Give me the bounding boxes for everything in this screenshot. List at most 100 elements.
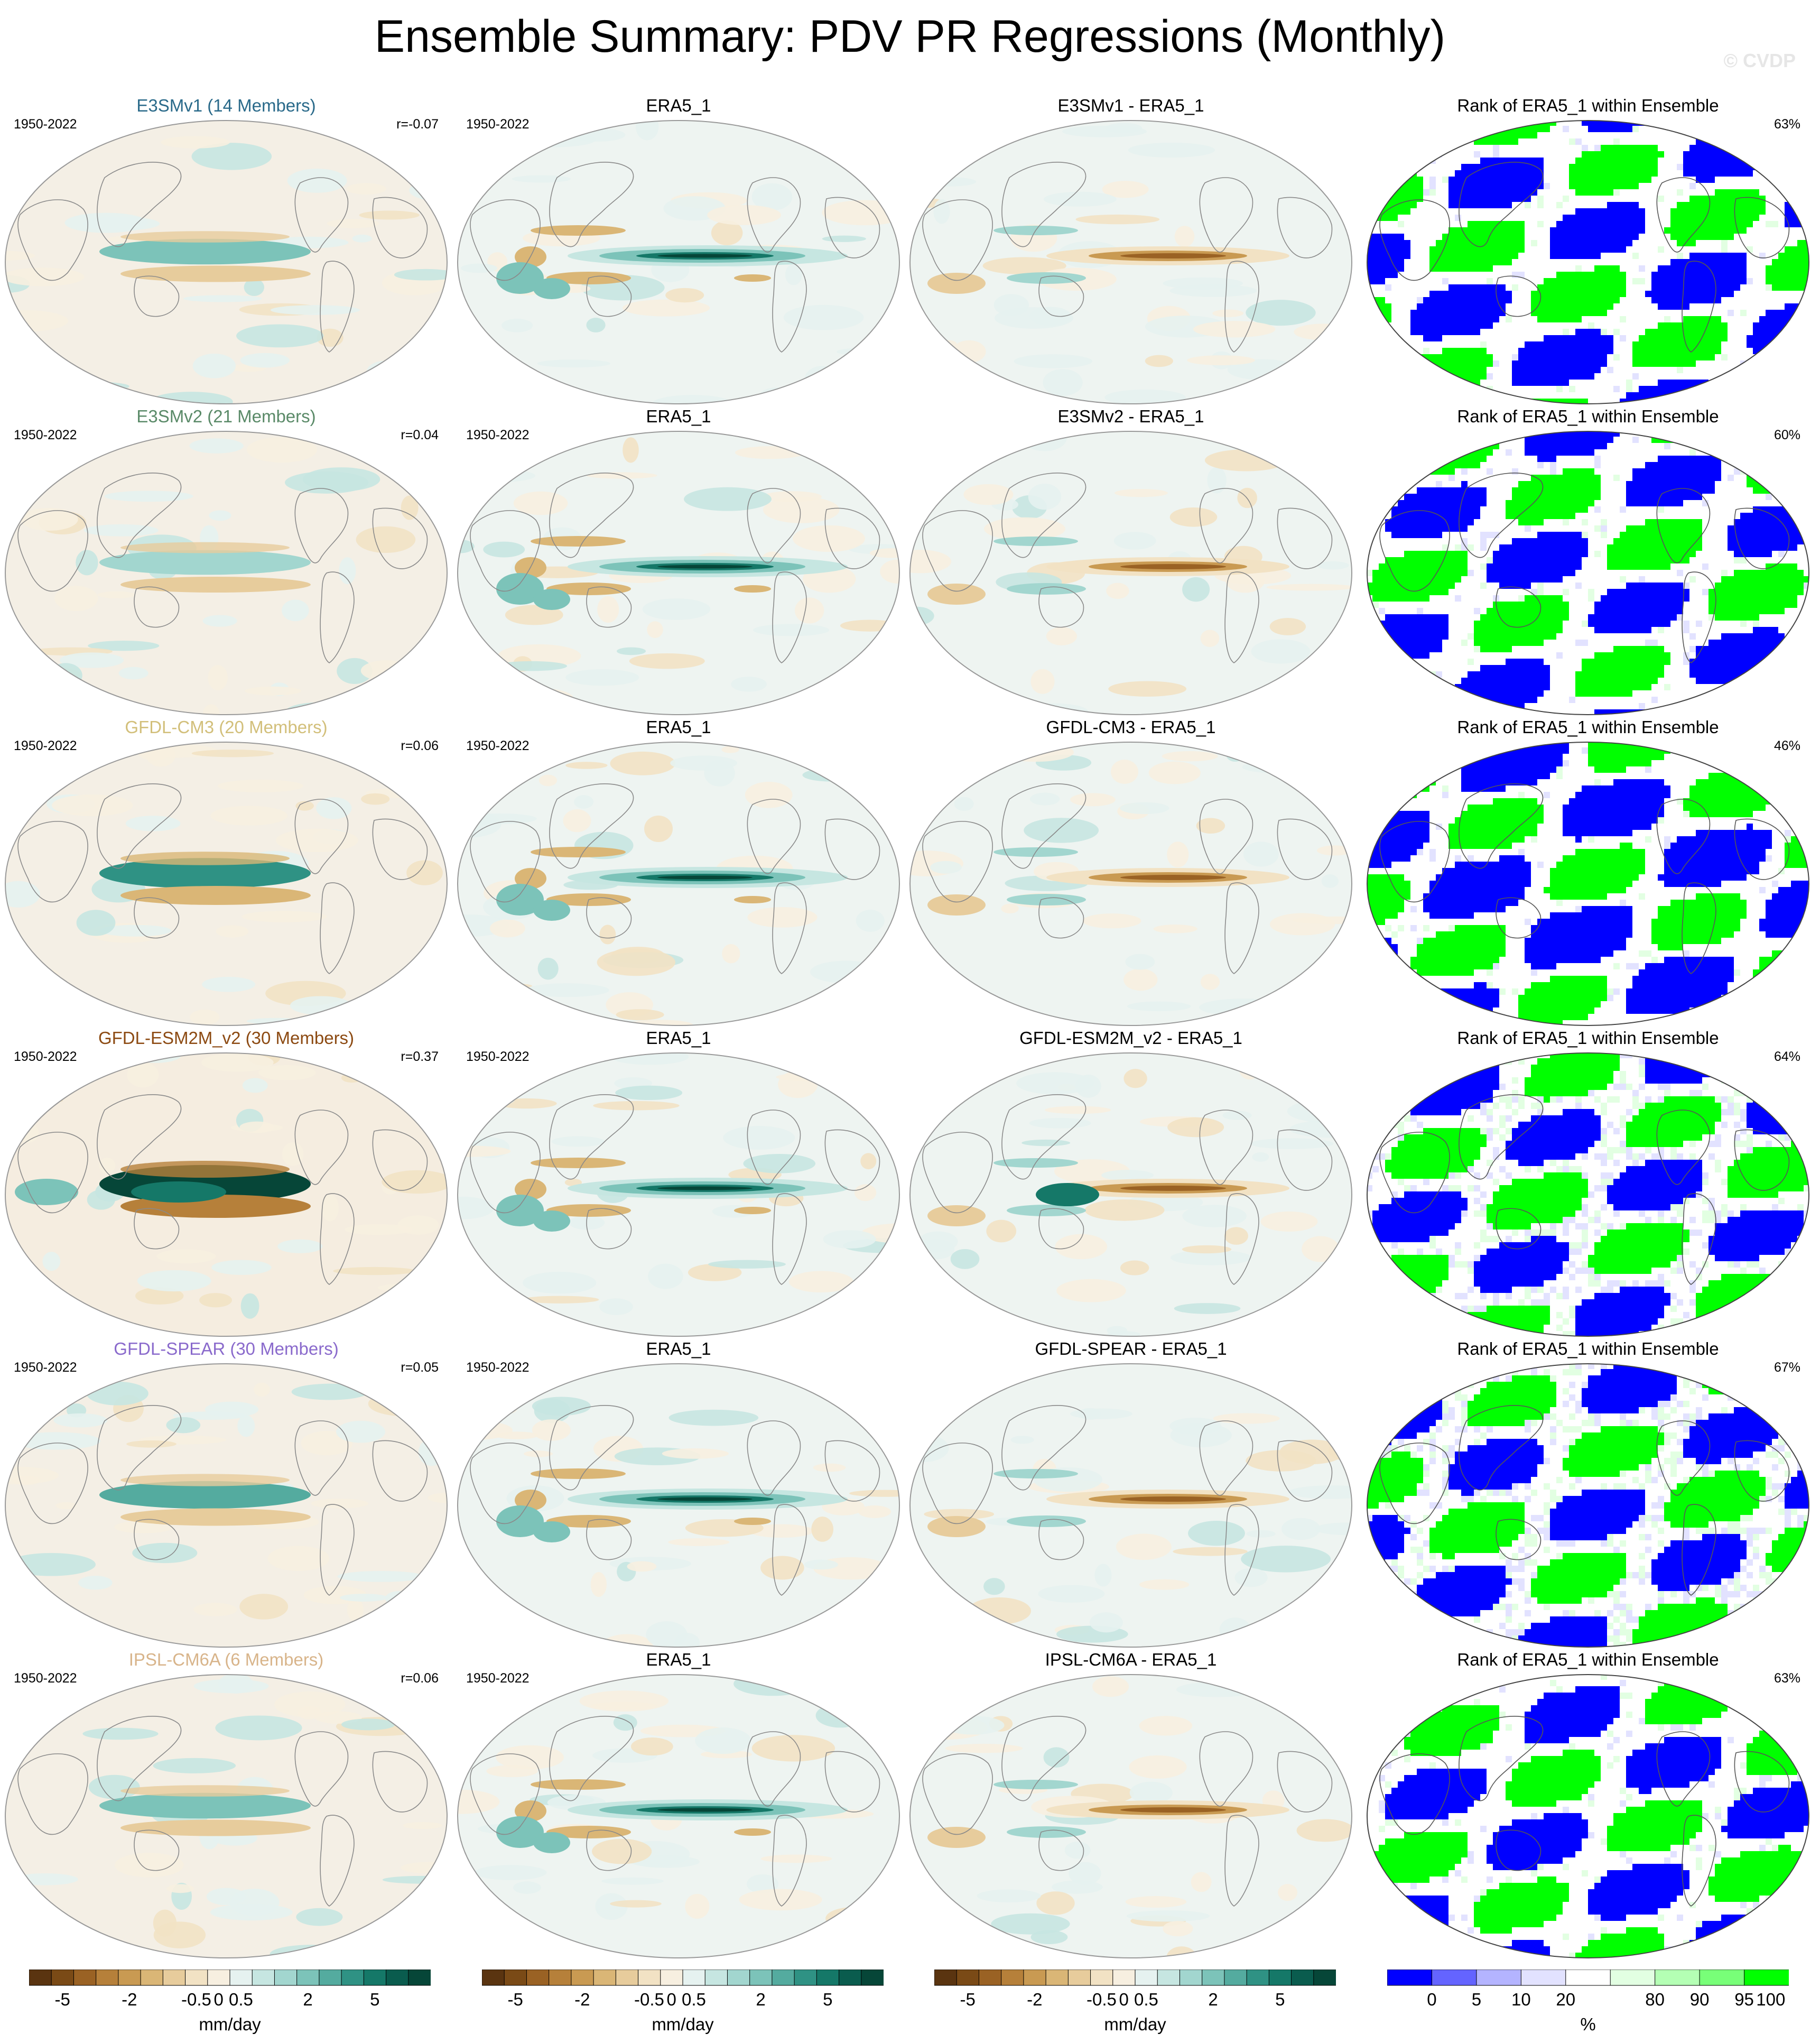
colorbar-swatch [816, 1970, 840, 1986]
colorbar-tick-label: -5 [960, 1990, 975, 2009]
colorbar-unit: % [1580, 2014, 1596, 2034]
map-panel-diff: GFDL-CM3 - ERA5_1 [909, 717, 1353, 1029]
global-map [909, 431, 1352, 715]
global-map [909, 120, 1352, 404]
colorbar-swatch [749, 1970, 773, 1986]
map-panel-rank: Rank of ERA5_1 within Ensemble 46% [1366, 717, 1810, 1029]
colorbar-swatch [408, 1970, 431, 1986]
colorbar-swatch [772, 1970, 795, 1986]
global-map [5, 742, 448, 1026]
colorbar-swatch [704, 1970, 728, 1986]
colorbar-swatch [794, 1970, 818, 1986]
colorbar-tick-label: -5 [507, 1990, 523, 2009]
global-map [5, 431, 448, 715]
colorbar-tick-label: 20 [1556, 1990, 1575, 2009]
period-label: 1950-2022 [14, 1671, 77, 1686]
colorbar-tick-label: -0.5 [181, 1990, 211, 2009]
map-panel-model: GFDL-SPEAR (30 Members) 1950-2022 r=0.05 [4, 1338, 448, 1650]
colorbar-swatch [727, 1970, 750, 1986]
map-panel-model: E3SMv2 (21 Members) 1950-2022 r=0.04 [4, 406, 448, 718]
colorbar-swatch [615, 1970, 639, 1986]
panel-title: Rank of ERA5_1 within Ensemble [1457, 1650, 1719, 1669]
map-panel-obs: ERA5_1 1950-2022 [457, 95, 900, 407]
colorbar-tick-label: 5 [1472, 1990, 1481, 2009]
colorbar-swatch [296, 1970, 320, 1986]
period-label: 1950-2022 [466, 738, 530, 753]
colorbar-swatch [1067, 1970, 1091, 1986]
panel-title: E3SMv1 (14 Members) [136, 96, 316, 115]
period-label: 1950-2022 [466, 1671, 530, 1686]
map-panel-rank: Rank of ERA5_1 within Ensemble 67% [1366, 1338, 1810, 1650]
colorbar-tick-label: 5 [1275, 1990, 1285, 2009]
colorbar-swatch [956, 1970, 980, 1986]
colorbar-tick-label: 0.5 [229, 1990, 253, 2009]
rank-percent: 63% [1773, 1671, 1800, 1686]
panel-title: GFDL-CM3 (20 Members) [125, 717, 328, 737]
pattern-correlation: r=0.37 [401, 1049, 439, 1064]
colorbar-tick-label: 5 [370, 1990, 379, 2009]
global-map [457, 1363, 900, 1648]
panel-title: E3SMv2 (21 Members) [136, 406, 316, 426]
colorbar-swatch [660, 1970, 683, 1986]
panel-title: E3SMv2 - ERA5_1 [1057, 406, 1204, 426]
colorbar-swatch [1202, 1970, 1225, 1986]
panel-title: Rank of ERA5_1 within Ensemble [1457, 717, 1719, 737]
colorbar-swatch [978, 1970, 1002, 1986]
colorbar-swatch [207, 1970, 230, 1986]
figure-title: Ensemble Summary: PDV PR Regressions (Mo… [374, 11, 1446, 62]
colorbar-swatches: -5 -2 -0.5 0 0.5 2 5 [934, 1970, 1336, 2009]
rank-percent: 63% [1773, 117, 1800, 132]
map-panel-rank: Rank of ERA5_1 within Ensemble 60% [1366, 406, 1810, 718]
colorbar-tick-label: 2 [756, 1990, 765, 2009]
colorbar-tick-label: 0.5 [682, 1990, 706, 2009]
colorbar-swatch [934, 1970, 958, 1986]
colorbar-swatch [274, 1970, 298, 1986]
rank-percent: 64% [1773, 1049, 1800, 1064]
map-panel-diff: E3SMv2 - ERA5_1 [909, 406, 1353, 718]
global-map [5, 1052, 448, 1337]
panel-title: IPSL-CM6A - ERA5_1 [1045, 1650, 1217, 1669]
pattern-correlation: r=0.06 [401, 738, 439, 753]
map-panel-diff: GFDL-SPEAR - ERA5_1 [909, 1338, 1353, 1650]
panel-title: ERA5_1 [646, 1339, 711, 1358]
rank-percent: 60% [1773, 428, 1800, 442]
colorbar-tick-label: 2 [303, 1990, 312, 2009]
period-label: 1950-2022 [14, 1360, 77, 1375]
colorbar-pr-2: -5 -2 -0.5 0 0.5 2 5 mm/day [482, 1970, 884, 2038]
colorbar-swatch [1610, 1970, 1656, 1986]
panel-title: IPSL-CM6A (6 Members) [128, 1650, 324, 1669]
panel-title: GFDL-SPEAR - ERA5_1 [1035, 1339, 1227, 1358]
colorbar-tick-label: 95 [1734, 1990, 1754, 2009]
global-map [5, 1363, 448, 1648]
map-panel-model: IPSL-CM6A (6 Members) 1950-2022 r=0.06 [4, 1649, 448, 1961]
colorbar-swatch [526, 1970, 550, 1986]
map-panel-diff: E3SMv1 - ERA5_1 [909, 95, 1353, 407]
global-map [457, 431, 900, 715]
global-map [1367, 1674, 1809, 1958]
map-panel-model: E3SMv1 (14 Members) 1950-2022 r=-0.07 [4, 95, 448, 407]
map-panel-obs: ERA5_1 1950-2022 [457, 1649, 900, 1961]
colorbar-swatch [1699, 1970, 1745, 1986]
panel-title: GFDL-SPEAR (30 Members) [114, 1339, 339, 1358]
colorbar-swatch [861, 1970, 884, 1986]
colorbar-swatches: -5 -2 -0.5 0 0.5 2 5 [482, 1970, 884, 2009]
colorbar-swatch [1001, 1970, 1024, 1986]
colorbar-swatch [1744, 1970, 1789, 1986]
panel-title: GFDL-CM3 - ERA5_1 [1046, 717, 1216, 737]
map-panel-model: GFDL-ESM2M_v2 (30 Members) 1950-2022 r=0.3… [4, 1028, 448, 1339]
colorbar-swatch [1431, 1970, 1477, 1986]
colorbar-swatch [29, 1970, 52, 1986]
global-map [909, 1052, 1352, 1337]
global-map [457, 120, 900, 404]
colorbar-swatch [1476, 1970, 1522, 1986]
colorbar-swatch [1045, 1970, 1069, 1986]
colorbar-swatch [1520, 1970, 1566, 1986]
colorbar-tick-label: 80 [1645, 1990, 1665, 2009]
panel-title: ERA5_1 [646, 717, 711, 737]
global-map [909, 742, 1352, 1026]
colorbar-swatch [482, 1970, 505, 1986]
period-label: 1950-2022 [466, 117, 530, 132]
period-label: 1950-2022 [466, 1360, 530, 1375]
map-panel-rank: Rank of ERA5_1 within Ensemble 63% [1366, 95, 1810, 407]
colorbar-swatch [118, 1970, 142, 1986]
